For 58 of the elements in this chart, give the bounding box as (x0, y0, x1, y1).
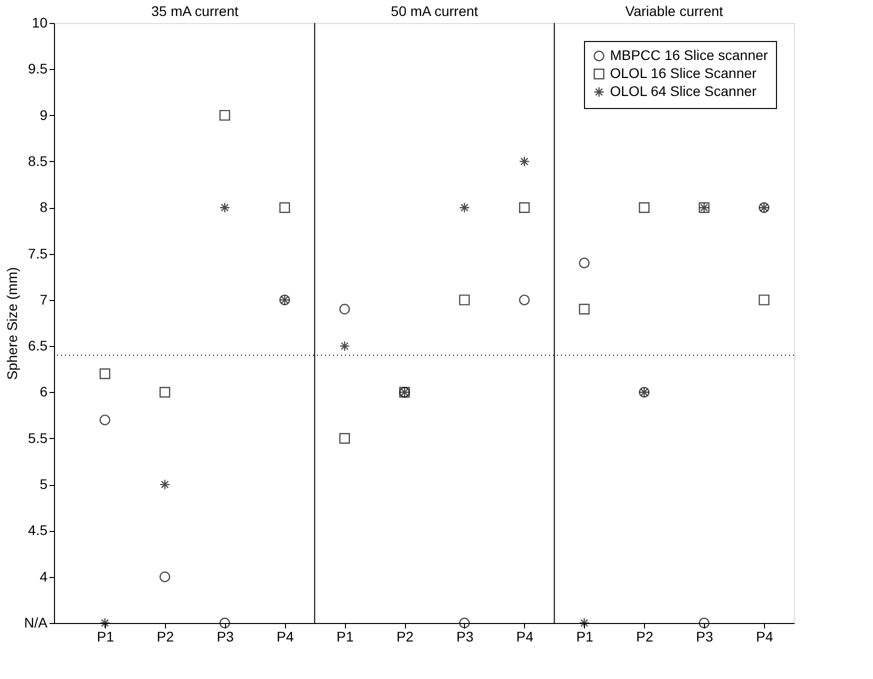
point (578, 304, 590, 314)
y-tick-label: 7 (40, 291, 48, 308)
x-tick-label: P2 (636, 628, 654, 644)
x-tick-label: P4 (756, 628, 774, 644)
point (339, 304, 350, 314)
point (100, 618, 110, 628)
point (638, 202, 650, 213)
y-tick-label: 6 (40, 384, 48, 400)
y-tick-label: 10 (32, 14, 48, 30)
point (519, 156, 530, 167)
x-tick-label: P3 (696, 628, 714, 644)
x-tick-label: P3 (216, 628, 234, 644)
point (578, 258, 590, 268)
y-tick-label: 9.5 (28, 60, 48, 77)
x-tick-label: P1 (336, 628, 354, 644)
y-tick-label: 4.5 (28, 522, 48, 538)
point (459, 618, 470, 628)
text: 35 mA current (151, 3, 238, 19)
point (160, 572, 170, 582)
point (519, 294, 530, 306)
y-tick-label: 5.5 (28, 430, 48, 446)
point (519, 202, 530, 213)
x-tick-label: P4 (516, 628, 534, 644)
text: Variable current (625, 3, 724, 19)
point (698, 618, 710, 628)
point (459, 202, 470, 213)
point (339, 433, 350, 444)
x-tick-label: P3 (456, 628, 474, 644)
point (339, 340, 350, 352)
point (160, 479, 170, 490)
x-tick-label: P1 (576, 628, 594, 644)
legend-label: MBPCC 16 Slice scanner (610, 47, 768, 63)
point (219, 202, 230, 213)
y-tick-label: 4 (40, 568, 48, 584)
text: 50 mA current (390, 3, 478, 19)
legend-label: OLOL 16 Slice Scanner (610, 65, 757, 81)
x-tick-label: P4 (276, 628, 294, 644)
y-tick-label: 8.5 (28, 152, 48, 169)
y-tick-label: N/A (24, 614, 48, 630)
point (219, 618, 230, 628)
point (100, 368, 110, 380)
y-tick-label: 9 (40, 106, 48, 123)
point (160, 386, 170, 398)
point (578, 618, 590, 628)
x-tick-label: P1 (96, 628, 114, 644)
y-tick-label: 8 (40, 199, 48, 216)
y-tick-label: 6.5 (28, 338, 48, 354)
point (219, 110, 230, 121)
legend-label: OLOL 64 Slice Scanner (610, 83, 757, 99)
y-axis-title: Sphere Size (mm) (4, 267, 20, 380)
point (758, 294, 770, 306)
x-tick-label: P2 (396, 628, 414, 644)
point (100, 414, 110, 426)
y-tick-label: 5 (40, 476, 48, 492)
point (459, 294, 470, 306)
x-tick-label: P2 (156, 628, 174, 644)
y-tick-label: 7.5 (28, 245, 48, 262)
point (279, 202, 290, 213)
